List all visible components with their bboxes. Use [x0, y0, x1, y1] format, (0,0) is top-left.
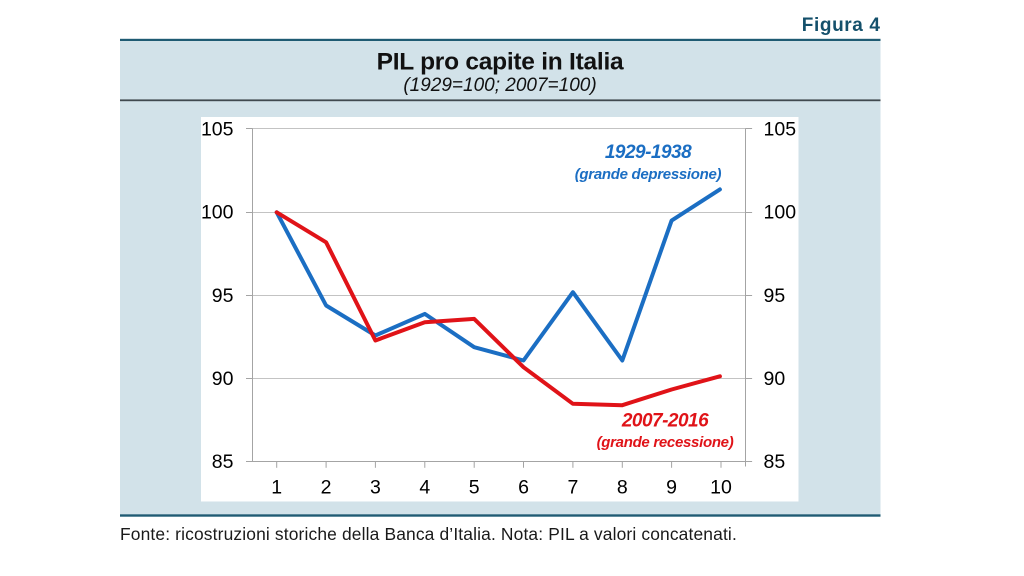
svg-text:100: 100 [764, 202, 797, 224]
svg-text:2007-2016: 2007-2016 [621, 411, 709, 432]
svg-text:5: 5 [469, 477, 480, 499]
svg-text:3: 3 [370, 477, 381, 499]
svg-text:95: 95 [764, 285, 786, 307]
svg-text:7: 7 [567, 477, 578, 499]
svg-text:100: 100 [201, 202, 234, 224]
svg-text:90: 90 [764, 368, 786, 390]
svg-text:105: 105 [201, 119, 234, 141]
svg-text:10: 10 [710, 477, 732, 499]
svg-text:85: 85 [212, 451, 234, 473]
svg-text:85: 85 [764, 451, 786, 473]
svg-text:105: 105 [764, 119, 797, 141]
svg-text:8: 8 [617, 477, 628, 499]
svg-text:1: 1 [271, 477, 282, 499]
svg-text:95: 95 [212, 285, 234, 307]
svg-text:4: 4 [419, 477, 430, 499]
svg-text:6: 6 [518, 477, 529, 499]
svg-text:Figura 4: Figura 4 [802, 15, 881, 36]
svg-text:(grande recessione): (grande recessione) [597, 434, 734, 451]
svg-text:2: 2 [321, 477, 332, 499]
svg-text:Fonte: ricostruzioni storiche: Fonte: ricostruzioni storiche della Banc… [120, 524, 737, 544]
svg-text:1929-1938: 1929-1938 [605, 142, 692, 163]
svg-text:(grande depressione): (grande depressione) [575, 166, 722, 183]
svg-text:(1929=100; 2007=100): (1929=100; 2007=100) [403, 75, 596, 96]
svg-text:PIL pro capite in Italia: PIL pro capite in Italia [377, 49, 624, 76]
svg-text:9: 9 [666, 477, 677, 499]
svg-text:90: 90 [212, 368, 234, 390]
